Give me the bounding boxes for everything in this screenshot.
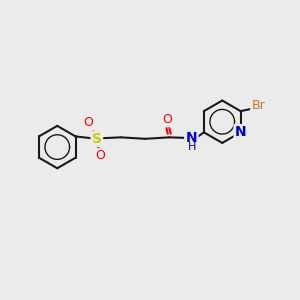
Text: N: N <box>185 131 197 145</box>
Text: Br: Br <box>251 99 265 112</box>
Text: O: O <box>162 113 172 126</box>
Text: H: H <box>188 142 196 152</box>
Text: N: N <box>235 125 246 139</box>
Text: O: O <box>84 116 94 129</box>
Text: O: O <box>95 149 105 162</box>
Text: S: S <box>92 132 102 146</box>
